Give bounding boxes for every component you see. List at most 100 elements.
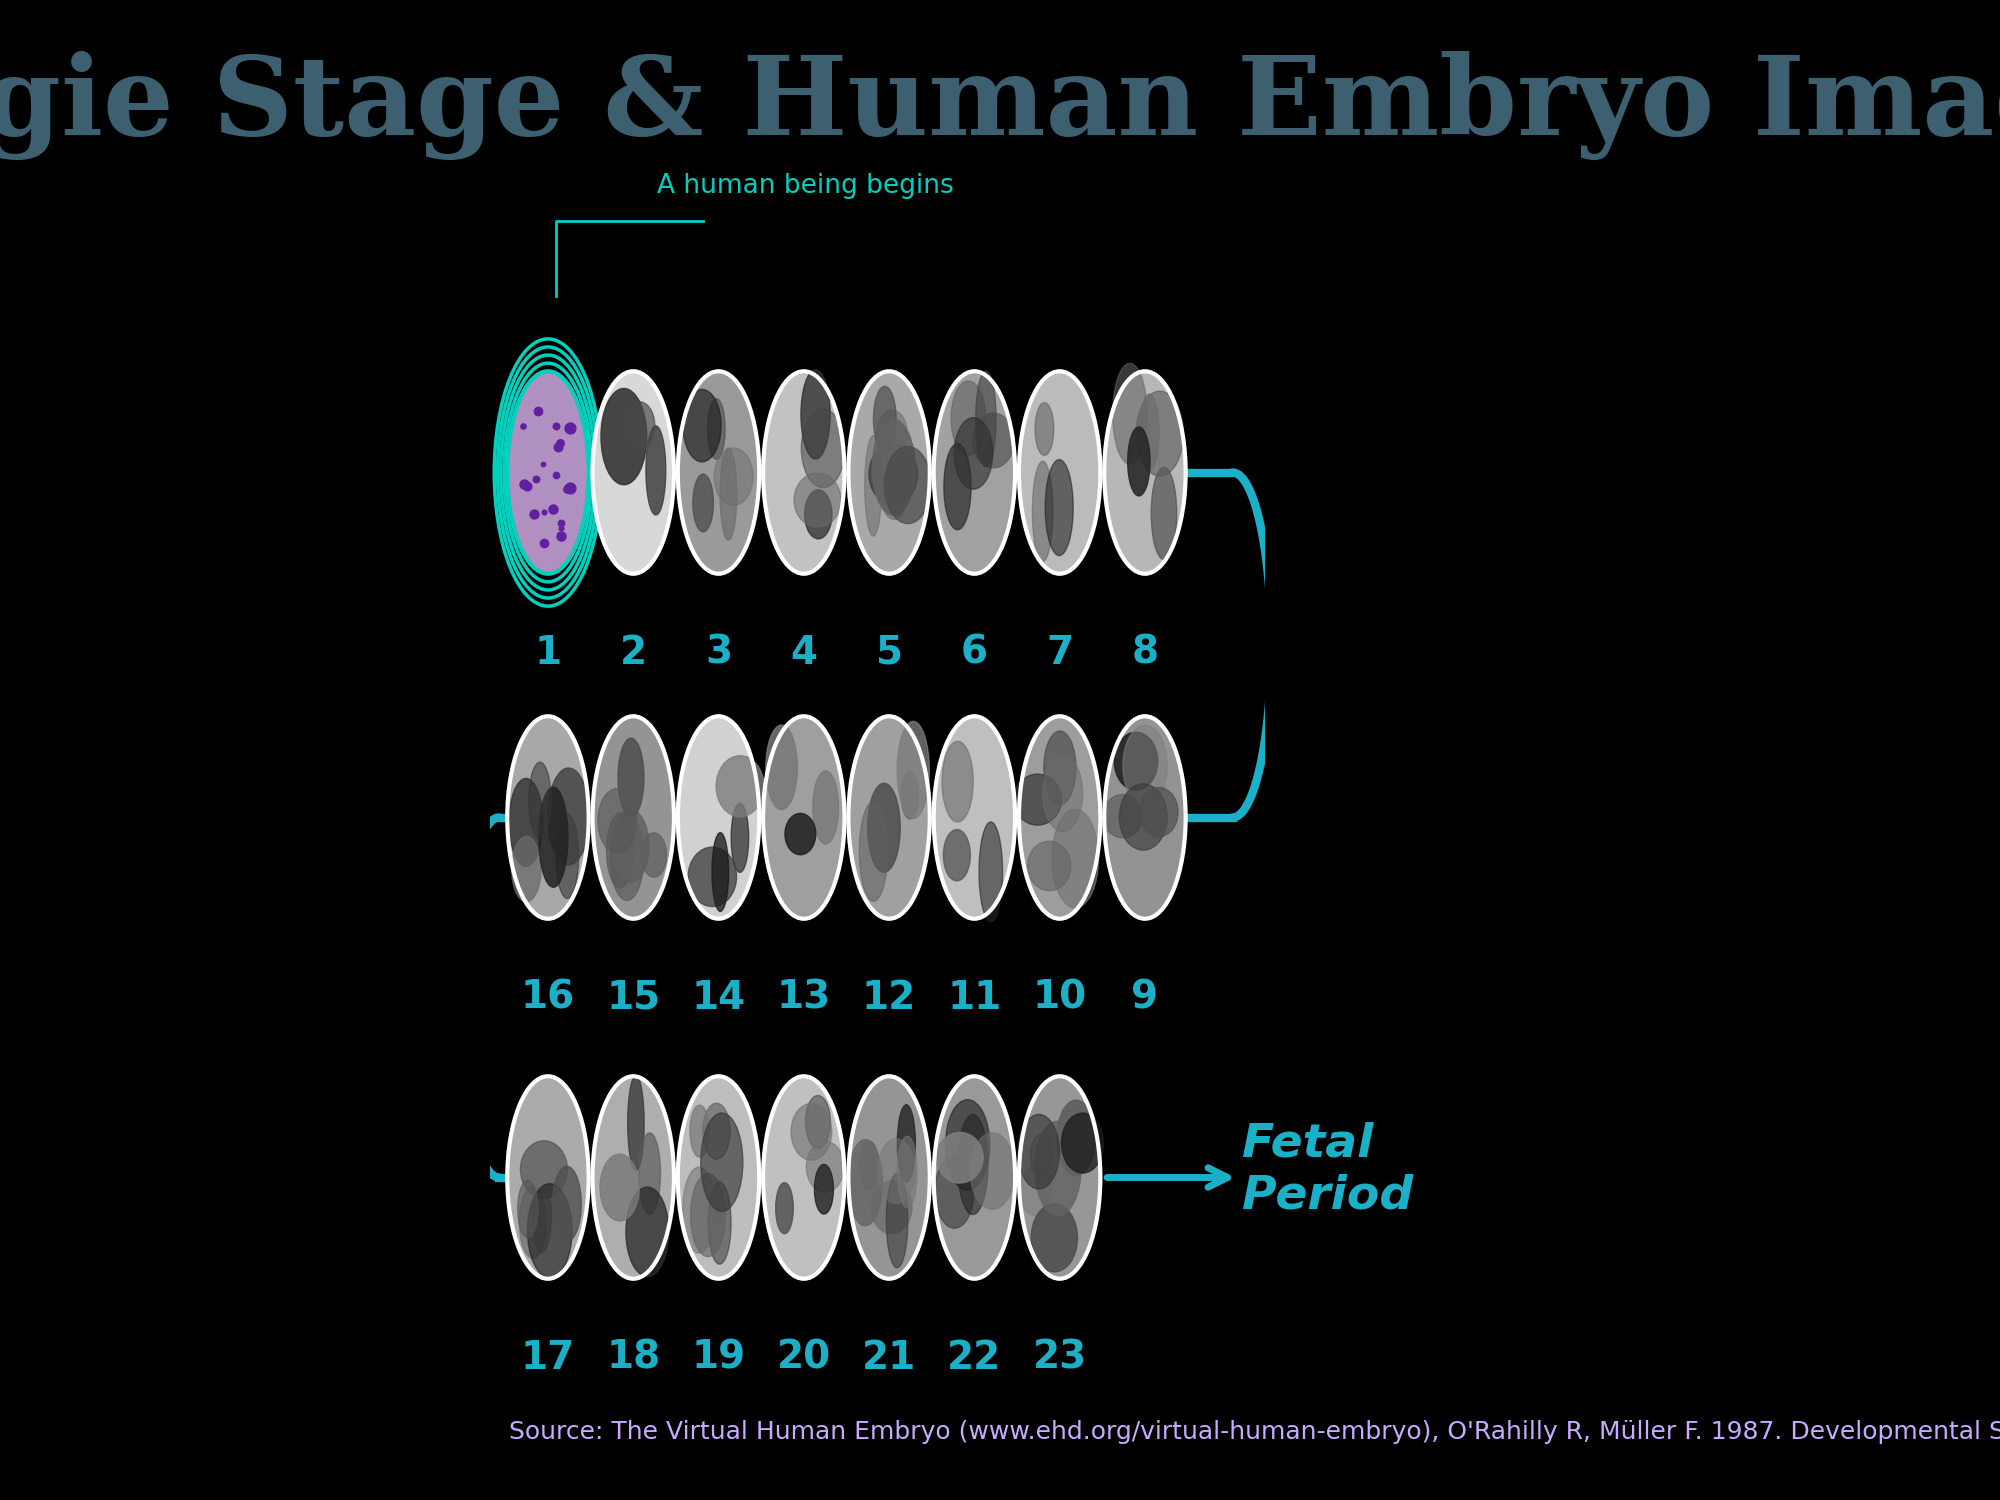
Ellipse shape	[1042, 754, 1082, 831]
Ellipse shape	[776, 1182, 794, 1233]
Ellipse shape	[520, 1186, 546, 1258]
Ellipse shape	[688, 847, 736, 906]
Ellipse shape	[1018, 372, 1100, 574]
Ellipse shape	[942, 741, 974, 822]
Ellipse shape	[1036, 402, 1054, 456]
Ellipse shape	[934, 372, 1016, 574]
Text: 12: 12	[862, 980, 916, 1017]
Text: 4: 4	[790, 633, 818, 672]
Ellipse shape	[716, 756, 764, 818]
Ellipse shape	[1140, 394, 1160, 471]
Ellipse shape	[556, 813, 578, 898]
Ellipse shape	[538, 788, 568, 886]
Ellipse shape	[1104, 717, 1186, 918]
Ellipse shape	[814, 1164, 834, 1214]
Ellipse shape	[700, 1113, 742, 1212]
Ellipse shape	[792, 1104, 832, 1160]
Ellipse shape	[678, 1077, 760, 1278]
Ellipse shape	[1114, 732, 1158, 790]
Text: 14: 14	[692, 980, 746, 1017]
Ellipse shape	[1020, 1167, 1052, 1215]
Ellipse shape	[1128, 427, 1150, 496]
Ellipse shape	[848, 1077, 930, 1278]
Ellipse shape	[868, 783, 900, 873]
Ellipse shape	[508, 717, 588, 918]
Ellipse shape	[802, 410, 844, 488]
Ellipse shape	[548, 768, 590, 865]
Ellipse shape	[682, 1167, 716, 1252]
Ellipse shape	[872, 1180, 912, 1234]
Ellipse shape	[980, 822, 1002, 922]
Text: Source: The Virtual Human Embryo (www.ehd.org/virtual-human-embryo), O'Rahilly R: Source: The Virtual Human Embryo (www.eh…	[510, 1420, 2000, 1444]
Ellipse shape	[720, 448, 736, 540]
Ellipse shape	[874, 387, 896, 452]
Ellipse shape	[592, 372, 674, 574]
Ellipse shape	[898, 1106, 916, 1182]
Ellipse shape	[1052, 808, 1098, 907]
Ellipse shape	[508, 1077, 588, 1278]
Ellipse shape	[764, 1077, 844, 1278]
Ellipse shape	[592, 1077, 674, 1278]
Ellipse shape	[1062, 1113, 1104, 1173]
Ellipse shape	[1112, 363, 1146, 464]
Ellipse shape	[1034, 1120, 1082, 1215]
Text: 21: 21	[862, 1340, 916, 1377]
Ellipse shape	[600, 1154, 640, 1221]
Ellipse shape	[600, 388, 646, 484]
Ellipse shape	[1028, 842, 1070, 891]
Ellipse shape	[532, 1179, 552, 1252]
Text: 7: 7	[1046, 633, 1074, 672]
Ellipse shape	[1018, 1114, 1060, 1190]
Text: 10: 10	[1032, 980, 1086, 1017]
Ellipse shape	[884, 447, 932, 524]
Ellipse shape	[878, 1138, 916, 1203]
Ellipse shape	[872, 420, 916, 516]
Ellipse shape	[520, 1142, 568, 1198]
Ellipse shape	[946, 1100, 990, 1190]
Ellipse shape	[848, 717, 930, 918]
Ellipse shape	[690, 1106, 710, 1156]
Ellipse shape	[638, 1132, 660, 1214]
Ellipse shape	[944, 444, 972, 530]
Text: 13: 13	[776, 980, 830, 1017]
Ellipse shape	[518, 1180, 538, 1238]
Ellipse shape	[552, 1167, 582, 1242]
Ellipse shape	[944, 830, 970, 880]
Ellipse shape	[528, 1184, 572, 1278]
Text: 23: 23	[1032, 1340, 1086, 1377]
Text: 5: 5	[876, 633, 902, 672]
Ellipse shape	[1140, 788, 1178, 837]
Ellipse shape	[714, 448, 754, 506]
Ellipse shape	[1014, 774, 1062, 825]
Ellipse shape	[702, 1102, 730, 1160]
Ellipse shape	[612, 810, 650, 882]
Ellipse shape	[860, 801, 888, 901]
Text: 22: 22	[948, 1340, 1002, 1377]
Ellipse shape	[976, 370, 996, 466]
Ellipse shape	[708, 399, 726, 459]
Ellipse shape	[766, 724, 798, 810]
Ellipse shape	[618, 738, 644, 818]
Ellipse shape	[682, 390, 722, 462]
Ellipse shape	[624, 402, 654, 448]
Ellipse shape	[806, 1095, 830, 1149]
Ellipse shape	[606, 813, 634, 888]
Ellipse shape	[868, 444, 918, 504]
Ellipse shape	[1018, 717, 1100, 918]
Text: 18: 18	[606, 1340, 660, 1377]
Ellipse shape	[732, 802, 748, 873]
Ellipse shape	[794, 472, 842, 526]
Ellipse shape	[528, 762, 552, 839]
Ellipse shape	[934, 1077, 1016, 1278]
Ellipse shape	[690, 1174, 726, 1257]
Ellipse shape	[954, 417, 992, 489]
Ellipse shape	[934, 717, 1016, 918]
Text: 9: 9	[1132, 980, 1158, 1017]
Ellipse shape	[708, 1182, 732, 1264]
Ellipse shape	[678, 372, 760, 574]
Ellipse shape	[1104, 372, 1186, 574]
Ellipse shape	[610, 815, 644, 900]
Ellipse shape	[1046, 459, 1074, 555]
Ellipse shape	[628, 1076, 644, 1170]
Text: 6: 6	[960, 633, 988, 672]
